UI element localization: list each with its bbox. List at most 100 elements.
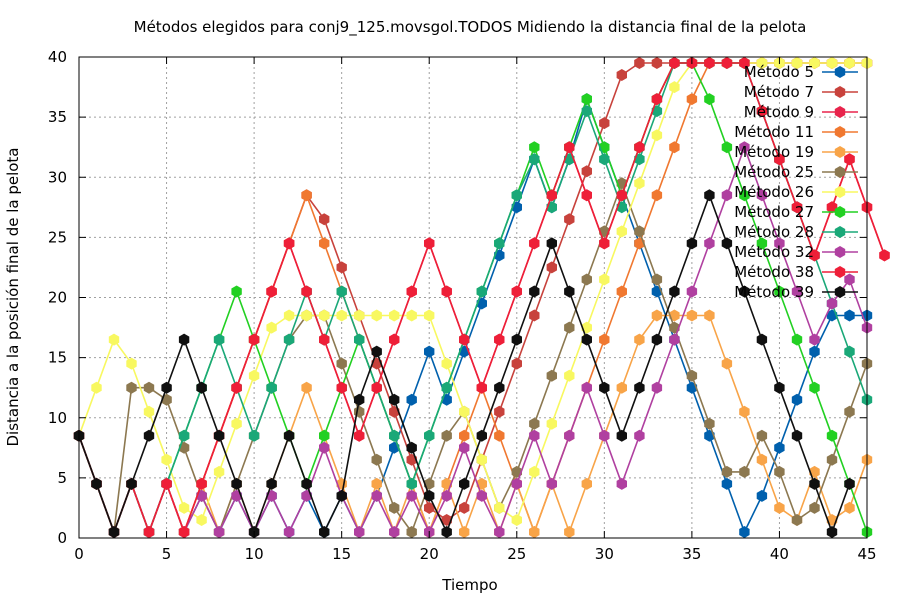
data-point: [91, 381, 102, 394]
data-point: [809, 57, 820, 69]
data-point: [283, 333, 295, 346]
data-point: [511, 189, 522, 202]
data-point: [424, 309, 435, 322]
data-point: [406, 477, 417, 490]
data-point: [178, 429, 190, 442]
data-point: [546, 369, 557, 382]
x-tick-label: 0: [74, 545, 84, 563]
data-point: [371, 309, 382, 322]
data-point: [809, 381, 820, 394]
data-point: [634, 141, 645, 154]
data-point: [511, 477, 522, 490]
data-point: [459, 441, 470, 454]
data-point: [389, 333, 400, 346]
legend-label: Método 25: [734, 163, 814, 181]
data-point: [143, 381, 155, 394]
legend-swatch-marker: [834, 266, 846, 278]
grid: [79, 57, 867, 538]
data-point: [389, 429, 400, 442]
data-point: [266, 285, 277, 298]
data-point: [441, 381, 452, 394]
data-point: [564, 369, 575, 382]
data-point: [634, 429, 645, 442]
data-point: [336, 261, 347, 274]
data-point: [266, 321, 277, 334]
data-point: [354, 429, 365, 442]
data-point: [756, 57, 768, 69]
data-point: [546, 261, 557, 274]
x-tick-label: 35: [682, 545, 701, 563]
data-point: [476, 429, 487, 442]
series-line: [78, 314, 868, 535]
legend-label: Método 38: [734, 263, 814, 281]
data-point: [721, 357, 733, 370]
data-point: [494, 501, 505, 514]
x-tick-label: 40: [770, 545, 789, 563]
y-tick-label: 10: [48, 409, 67, 427]
data-point: [213, 429, 225, 442]
data-point: [283, 526, 295, 538]
data-point: [739, 465, 750, 478]
data-point: [756, 237, 768, 250]
data-point: [529, 429, 540, 442]
data-point: [686, 285, 698, 298]
data-point: [774, 153, 785, 166]
axis-ticks: 0 5 10 15 20 25 30 35 40 45 0 5 10 15 20 25 30 35 40: [48, 48, 877, 563]
data-point: [371, 477, 382, 490]
data-point: [301, 285, 312, 298]
data-point: [669, 333, 680, 346]
data-point: [774, 285, 785, 298]
data-point: [441, 285, 452, 298]
data-point: [651, 273, 663, 286]
data-point: [651, 93, 663, 106]
data-point: [213, 333, 225, 346]
y-tick-label: 40: [48, 48, 67, 66]
data-point: [336, 489, 347, 502]
data-point: [721, 237, 733, 250]
data-point: [283, 309, 295, 322]
data-point: [336, 285, 347, 298]
data-point: [529, 285, 540, 298]
data-point: [791, 514, 803, 526]
data-point: [669, 81, 680, 94]
data-point: [529, 417, 540, 430]
data-point: [844, 477, 855, 490]
data-point: [336, 381, 347, 394]
data-point: [213, 526, 225, 538]
data-point: [651, 381, 663, 394]
data-point: [826, 526, 838, 538]
y-tick-label: 30: [48, 168, 67, 186]
data-point: [389, 309, 400, 322]
data-point: [599, 273, 610, 286]
data-point: [336, 309, 347, 322]
data-point: [721, 465, 733, 478]
data-point: [564, 526, 575, 538]
legend-swatch-marker: [834, 186, 846, 198]
data-point: [231, 285, 242, 298]
series-line: [78, 144, 868, 535]
data-point: [143, 405, 155, 418]
legend-label: Método 28: [734, 223, 814, 241]
data-point: [476, 285, 487, 298]
legend: Método 5 Método 7 Método 9 Método 11 Método …: [734, 63, 858, 301]
data-point: [319, 526, 330, 538]
data-point: [756, 453, 768, 466]
data-point: [319, 333, 330, 346]
data-point: [739, 57, 750, 69]
data-point: [616, 69, 627, 81]
data-point: [651, 333, 663, 346]
data-point: [791, 57, 803, 69]
legend-label: Método 39: [734, 283, 814, 301]
data-point: [791, 201, 803, 214]
legend-label: Método 7: [744, 83, 814, 101]
data-point: [826, 453, 838, 466]
data-point: [844, 309, 855, 322]
y-tick-label: 35: [48, 108, 67, 126]
data-point: [441, 489, 452, 502]
data-point: [406, 526, 417, 538]
legend-swatch-marker: [834, 126, 846, 138]
data-point: [266, 477, 277, 490]
x-axis-label: Tiempo: [441, 576, 497, 594]
data-point: [704, 93, 715, 106]
